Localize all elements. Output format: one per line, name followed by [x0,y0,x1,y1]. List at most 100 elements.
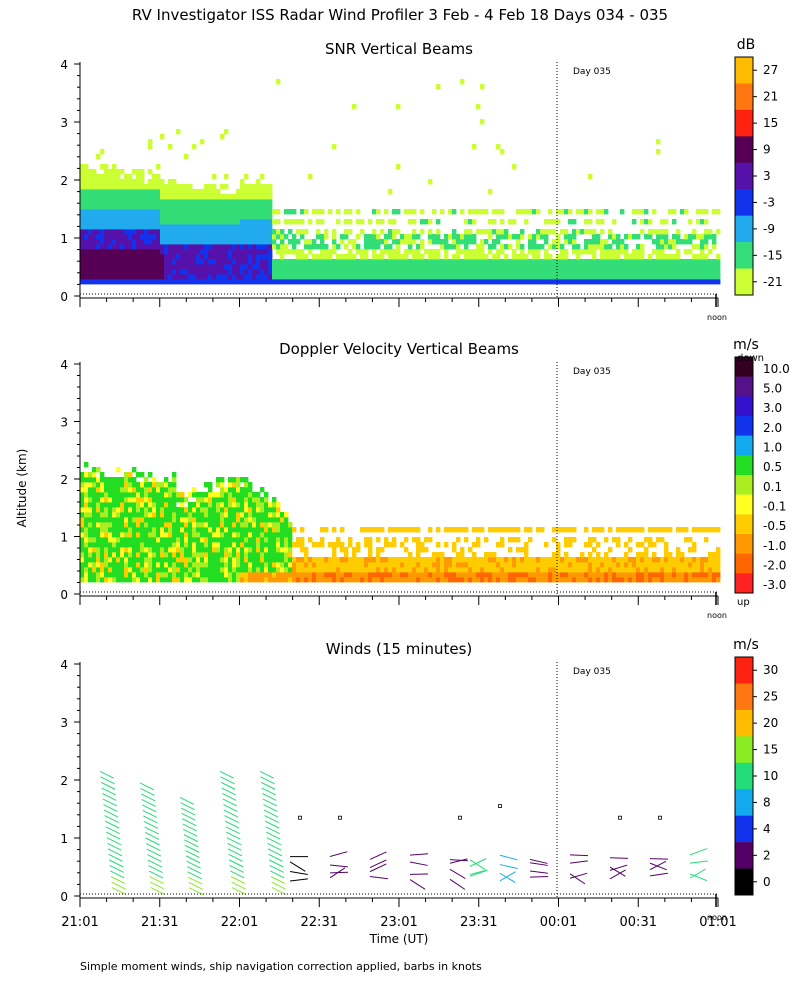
heatmap-cell [356,269,361,275]
heatmap-cell [612,577,617,583]
heatmap-cell [260,507,265,513]
heatmap-cell [220,209,225,215]
heatmap-cell [264,577,269,583]
heatmap-cell [88,552,93,558]
heatmap-cell [120,557,125,563]
heatmap-cell [192,274,197,280]
heatmap-cell [276,542,281,548]
heatmap-cell [300,572,305,578]
heatmap-cell [128,249,133,255]
heatmap-cell [108,572,113,578]
heatmap-cell [232,254,237,260]
heatmap-cell [172,497,177,503]
heatmap-cell [128,274,133,280]
heatmap-cell [192,279,197,285]
heatmap-cell [116,527,121,533]
heatmap-cell [616,274,621,280]
heatmap-cell [104,532,109,538]
heatmap-cell [432,254,437,260]
heatmap-cell [284,259,289,265]
heatmap-cell [284,244,289,250]
heatmap-cell [200,532,205,538]
heatmap-cell [80,164,85,170]
heatmap-cell [172,472,177,478]
heatmap-cell [100,279,105,285]
heatmap-cell [120,244,125,250]
heatmap-cell [164,254,169,260]
heatmap-cell [664,527,669,533]
heatmap-cell [356,567,361,573]
heatmap-cell [156,527,161,533]
heatmap-cell [208,199,213,205]
heatmap-cell [536,259,541,265]
heatmap-cell [124,174,129,180]
heatmap-cell [100,189,105,195]
heatmap-cell [708,577,713,583]
heatmap-cell [276,532,281,538]
heatmap-cell [452,562,457,568]
heatmap-cell [276,249,281,255]
heatmap-cell [300,219,305,225]
heatmap-cell [100,572,105,578]
heatmap-cell [468,279,473,285]
heatmap-cell [448,577,453,583]
heatmap-cell [244,204,249,210]
heatmap-cell [292,562,297,568]
heatmap-cell [572,264,577,270]
heatmap-cell [104,507,109,513]
heatmap-cell [528,264,533,270]
heatmap-cell [628,572,633,578]
colorbar-level-label: 10.0 [763,362,790,376]
heatmap-cell [96,264,101,270]
heatmap-cell [600,562,605,568]
heatmap-cell [240,249,245,255]
heatmap-cell [200,567,205,573]
heatmap-cell [192,552,197,558]
heatmap-cell [244,209,249,215]
heatmap-cell [260,527,265,533]
heatmap-cell [380,562,385,568]
heatmap-cell [512,234,517,240]
heatmap-cell [400,527,405,533]
heatmap-cell [172,522,177,528]
heatmap-cell [108,184,113,190]
heatmap-cell [164,239,169,245]
heatmap-cell [180,577,185,583]
heatmap-cell [156,224,161,230]
heatmap-cell [84,189,89,195]
heatmap-cell [256,214,261,220]
heatmap-cell [412,229,417,235]
heatmap-cell [188,552,193,558]
heatmap-cell [660,239,665,245]
heatmap-cell [364,274,369,280]
heatmap-cell [488,189,493,195]
heatmap-cell [172,547,177,553]
heatmap-cell [144,497,149,503]
heatmap-cell [336,279,341,285]
heatmap-cell [704,279,709,285]
heatmap-cell [604,254,609,260]
heatmap-cell [116,214,121,220]
heatmap-cell [568,239,573,245]
heatmap-cell [280,537,285,543]
heatmap-cell [120,194,125,200]
heatmap-cell [184,497,189,503]
heatmap-cell [252,557,257,563]
heatmap-cell [436,259,441,265]
heatmap-cell [120,537,125,543]
heatmap-cell [100,254,105,260]
heatmap-cell [472,542,477,548]
heatmap-cell [164,209,169,215]
heatmap-cell [508,547,513,553]
colorbar-frame [734,356,754,594]
heatmap-cell [404,577,409,583]
heatmap-cell [456,537,461,543]
heatmap-cell [104,164,109,170]
heatmap-cell [444,577,449,583]
heatmap-cell [340,274,345,280]
heatmap-cell [164,537,169,543]
heatmap-cell [436,552,441,558]
heatmap-cell [476,244,481,250]
heatmap-cell [132,572,137,578]
